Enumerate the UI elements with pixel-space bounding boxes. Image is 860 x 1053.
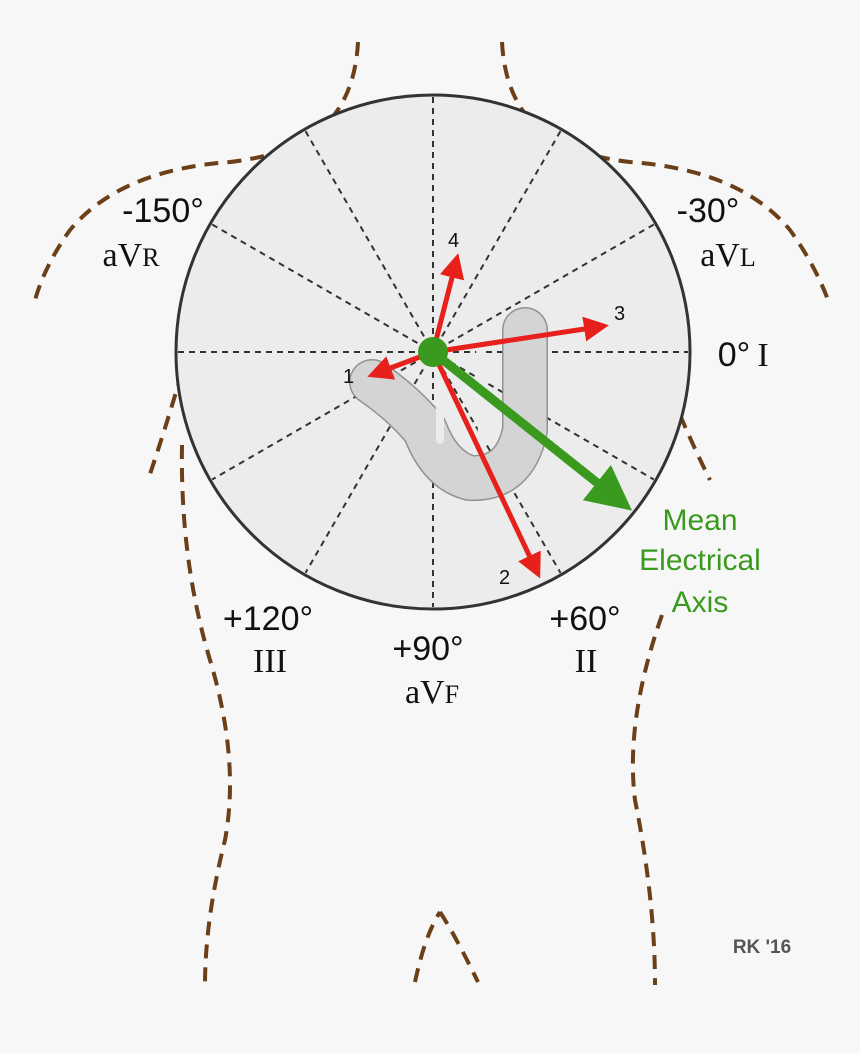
heart-shape	[349, 307, 548, 502]
vector-labels: 1 2 3 4	[343, 230, 625, 589]
lead-angle: +120°	[223, 600, 313, 638]
lead-angle: +60°	[549, 600, 620, 638]
torso-outline	[33, 41, 830, 986]
lead-name: aVF	[405, 674, 459, 711]
origin-dot	[418, 337, 448, 367]
vector-arrow	[432, 316, 609, 355]
lead-name: aVR	[103, 237, 161, 274]
lead-name: aVL	[700, 237, 756, 274]
vector-label: 4	[448, 230, 459, 252]
lead-name: II	[575, 643, 598, 680]
mean-axis-arrow	[430, 348, 633, 511]
vector-label: 2	[499, 567, 510, 589]
mean-axis-label: Mean Electrical Axis	[639, 504, 761, 619]
vector-label: 1	[343, 366, 354, 388]
vector-label: 3	[614, 303, 625, 325]
lead-angle: -30°	[677, 192, 740, 230]
vector-arrow	[430, 253, 465, 353]
lead-name: I	[757, 337, 768, 374]
mean-axis-text: Mean	[662, 504, 737, 537]
lead-angle: +90°	[392, 630, 463, 668]
lead-angle: -150°	[122, 192, 204, 230]
lead-angle: 0°	[718, 336, 751, 374]
mean-axis-text: Axis	[672, 586, 729, 619]
vectors	[367, 253, 633, 579]
mean-axis-text: Electrical	[639, 544, 761, 577]
lead-name: III	[253, 643, 287, 680]
credit: RK '16	[733, 937, 791, 958]
vector-arrow	[430, 350, 541, 579]
lead-labels: -150° aVR -30° aVL 0° I +120° III +90° a…	[103, 192, 769, 711]
